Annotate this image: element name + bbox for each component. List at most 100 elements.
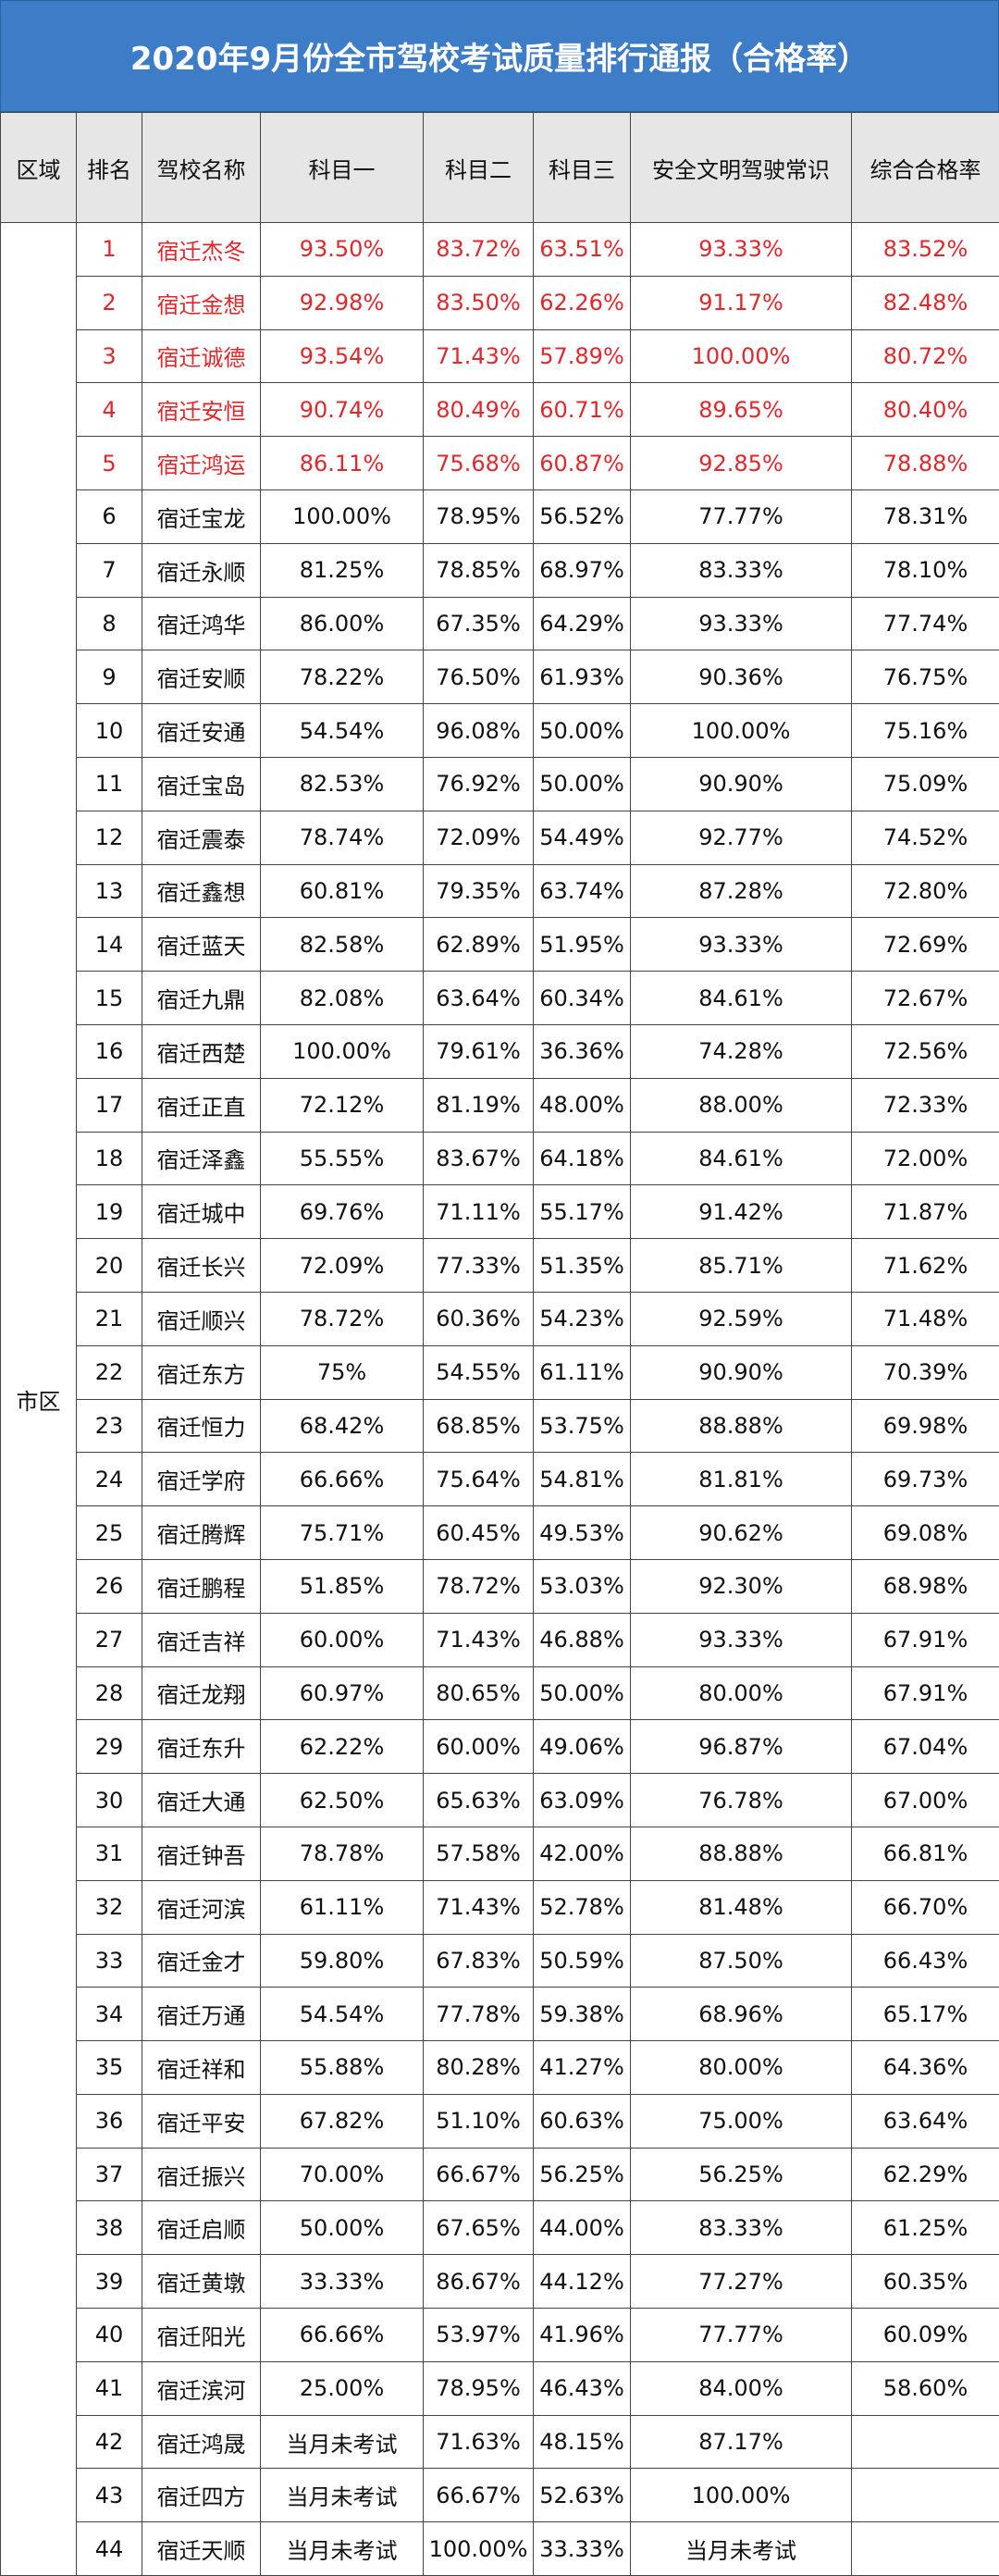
table-cell: 50.59% [533,1933,631,1988]
table-cell: 78.95% [423,2360,534,2416]
table-cell: 宿迁祥和 [142,2040,261,2095]
table-cell: 3 [76,328,142,384]
table-cell: 26 [76,1558,142,1614]
table-cell: 69.98% [851,1398,999,1454]
table-cell: 33.33% [260,2254,424,2310]
table-cell: 100.00% [630,703,852,758]
table-cell: 33 [76,1933,142,1988]
table-cell: 67.83% [423,1933,534,1988]
table-cell: 71.43% [423,328,534,384]
table-cell: 64.18% [533,1131,631,1186]
table-cell: 65.17% [851,1987,999,2042]
table-cell: 当月未考试 [260,2468,424,2523]
table-cell: 50.00% [533,1666,631,1721]
table-cell: 54.55% [423,1344,534,1400]
table-cell: 60.34% [533,971,631,1025]
table-cell: 宿迁鑫想 [142,863,261,919]
table-cell: 80.65% [423,1666,534,1721]
table-cell: 宿迁学府 [142,1452,261,1507]
table-cell: 33.33% [533,2521,631,2576]
table-cell: 60.87% [533,436,631,490]
table-cell: 宿迁鸿运 [142,436,261,490]
table-cell: 92.59% [630,1291,852,1346]
table-cell: 80.40% [851,382,999,438]
table-cell: 宿迁东升 [142,1719,261,1775]
table-cell: 58.60% [851,2360,999,2416]
table-cell: 11 [76,756,142,811]
table-cell: 96.08% [423,703,534,758]
table-cell: 25 [76,1505,142,1560]
table-cell: 78.72% [260,1291,424,1346]
table-cell: 宿迁长兴 [142,1238,261,1293]
table-cell: 51.10% [423,2093,534,2149]
table-cell: 78.78% [260,1826,424,1881]
table-row: 9 宿迁安顺 78.22% 76.50% 61.93% 90.36% 76.75% [1,650,999,705]
table-cell: 100.00% [630,2468,852,2523]
table-body: 市区 1 宿迁杰冬 93.50% 83.72% 63.51% 93.33% 83.52% 2 宿迁… [0,221,999,2576]
column-header: 驾校名称 [142,112,261,223]
table-cell: 53.75% [533,1398,631,1454]
table-cell: 83.33% [630,2200,852,2256]
table-row: 26 宿迁鹏程 51.85% 78.72% 53.03% 92.30% 68.98% [1,1558,999,1614]
table-cell: 宿迁顺兴 [142,1291,261,1346]
table-cell: 12 [76,810,142,865]
table-cell: 68.96% [630,1987,852,2042]
table-cell: 55.88% [260,2040,424,2095]
table-cell: 87.28% [630,863,852,919]
table-cell: 51.95% [533,917,631,972]
table-row: 44 宿迁天顺 当月未考试 100.00% 33.33% 当月未考试 [1,2521,999,2576]
table-cell: 92.77% [630,810,852,865]
table-cell: 83.67% [423,1131,534,1186]
table-cell: 28 [76,1666,142,1721]
table-cell: 80.28% [423,2040,534,2095]
table-cell: 74.28% [630,1023,852,1079]
table-cell: 70.00% [260,2147,424,2202]
table-cell: 72.69% [851,917,999,972]
table-cell: 24 [76,1452,142,1507]
table-cell: 宿迁永顺 [142,542,261,598]
table-cell: 宿迁宝龙 [142,489,261,544]
table-cell: 71.48% [851,1291,999,1346]
table-cell: 4 [76,382,142,438]
table-cell: 5 [76,436,142,490]
table-cell: 41.96% [533,2308,631,2362]
table-cell: 90.90% [630,1344,852,1400]
table-row: 13 宿迁鑫想 60.81% 79.35% 63.74% 87.28% 72.80% [1,863,999,919]
table-cell: 100.00% [260,1023,424,1079]
table-cell: 92.98% [260,275,424,330]
table-cell: 宿迁四方 [142,2468,261,2523]
table-cell: 90.36% [630,650,852,705]
table-cell: 50.00% [533,703,631,758]
table-cell: 86.11% [260,436,424,490]
table-cell: 72.00% [851,1131,999,1186]
table-cell: 66.66% [260,2308,424,2362]
table-cell: 35 [76,2040,142,2095]
table-cell: 60.97% [260,1666,424,1721]
table-cell: 78.95% [423,489,534,544]
table-cell: 66.67% [423,2468,534,2523]
table-cell: 75.09% [851,756,999,811]
table-cell: 宿迁震泰 [142,810,261,865]
table-cell: 宿迁鸿华 [142,596,261,651]
table-cell: 宿迁振兴 [142,2147,261,2202]
table-cell: 32 [76,1879,142,1935]
table-cell: 56.52% [533,489,631,544]
table-cell: 80.49% [423,382,534,438]
table-row: 17 宿迁正直 72.12% 81.19% 48.00% 88.00% 72.33% [1,1077,999,1133]
table-cell: 64.29% [533,596,631,651]
table-cell: 69.73% [851,1452,999,1507]
table-cell: 78.85% [423,542,534,598]
table-cell: 当月未考试 [260,2414,424,2470]
table-cell: 82.58% [260,917,424,972]
table-row: 23 宿迁恒力 68.42% 68.85% 53.75% 88.88% 69.98% [1,1398,999,1454]
table-cell: 60.09% [851,2308,999,2362]
table-cell: 62.29% [851,2147,999,2202]
table-cell: 宿迁泽鑫 [142,1131,261,1186]
table-cell: 当月未考试 [260,2521,424,2576]
table-cell: 82.53% [260,756,424,811]
table-cell: 宿迁钟吾 [142,1826,261,1881]
table-cell: 86.00% [260,596,424,651]
table-cell: 60.00% [423,1719,534,1775]
table-cell: 18 [76,1131,142,1186]
